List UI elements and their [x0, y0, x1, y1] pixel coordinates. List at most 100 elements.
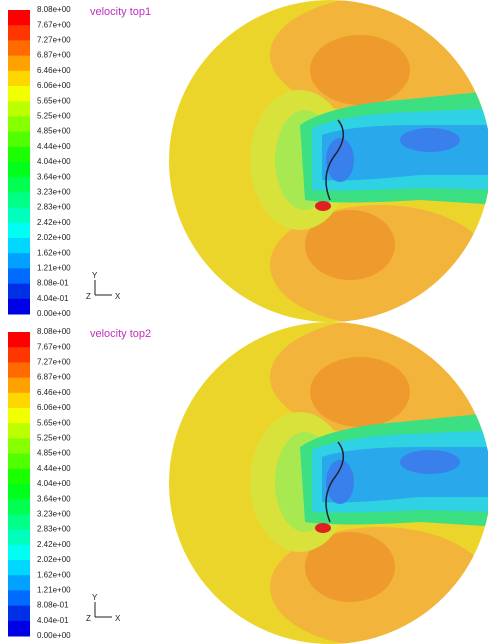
contour-core [400, 128, 460, 152]
colorbar-label: 2.83e+00 [37, 525, 71, 534]
contour-lobe [305, 532, 395, 602]
colorbar-label: 5.25e+00 [37, 112, 71, 121]
body-outline [325, 119, 344, 201]
colorbar-label: 2.42e+00 [37, 540, 71, 549]
colorbar-label: 5.65e+00 [37, 96, 71, 105]
colorbar-band [8, 131, 30, 148]
axis-label: Y [92, 593, 98, 602]
colorbar-label: 4.44e+00 [37, 142, 71, 151]
colorbar-label: 6.87e+00 [37, 51, 71, 60]
contour-lobe [310, 35, 410, 105]
colorbar-band [8, 484, 30, 500]
contour-field [169, 0, 488, 322]
contour-core [400, 450, 460, 474]
colorbar-label: 4.04e-01 [37, 616, 69, 625]
colorbar-band [8, 268, 30, 285]
axis-label: Z [86, 292, 91, 301]
colorbar-band [8, 207, 30, 224]
colorbar-label: 4.04e-01 [37, 294, 69, 303]
panel: 8.08e+00 7.67e+00 7.27e+00 6.87e+00 6.46e+00… [8, 322, 488, 644]
contour-core [326, 460, 354, 504]
colorbar-band [8, 192, 30, 209]
colorbar-label: 2.83e+00 [37, 203, 71, 212]
colorbar-label: 7.27e+00 [37, 36, 71, 45]
colorbar-label: 1.21e+00 [37, 586, 71, 595]
colorbar-band [8, 408, 30, 424]
colorbar-label: 8.08e-01 [37, 601, 69, 610]
colorbar-band [8, 238, 30, 254]
colorbar-label: 3.64e+00 [37, 172, 71, 181]
colorbar-band [8, 40, 30, 57]
colorbar-label: 1.21e+00 [37, 264, 71, 273]
colorbar-label: 8.08e+00 [37, 5, 71, 14]
colorbar-label: 2.42e+00 [37, 218, 71, 227]
colorbar-label: 3.23e+00 [37, 510, 71, 519]
colorbar-label: 0.00e+00 [37, 631, 71, 640]
colorbar-label: 8.08e+00 [37, 327, 71, 336]
colorbar-label: 4.85e+00 [37, 127, 71, 136]
colorbar-band [8, 86, 30, 102]
contour-lobe [310, 357, 410, 427]
colorbar-band [8, 590, 30, 607]
colorbar-band [8, 70, 30, 87]
axis-label: X [115, 614, 121, 623]
colorbar-label: 2.02e+00 [37, 233, 71, 242]
colorbar-band [8, 499, 30, 515]
colorbar-band [8, 438, 30, 455]
panel-title: velocity top2 [90, 328, 151, 340]
colorbar-band [8, 362, 30, 379]
axis-label: X [115, 292, 121, 301]
colorbar-label: 1.62e+00 [37, 248, 71, 257]
colorbar-band [8, 332, 30, 348]
colorbar-label: 7.67e+00 [37, 20, 71, 29]
colorbar-band [8, 177, 30, 193]
colorbar-band [8, 620, 30, 637]
colorbar-label: 7.27e+00 [37, 358, 71, 367]
colorbar-band [8, 146, 30, 163]
colorbar-band [8, 116, 30, 133]
colorbar-band [8, 377, 30, 394]
colorbar-label: 6.87e+00 [37, 373, 71, 382]
colorbar-label: 3.64e+00 [37, 494, 71, 503]
colorbar-band [8, 347, 30, 363]
colorbar-band [8, 222, 30, 239]
axis-label: Z [86, 614, 91, 623]
colorbar-band [8, 529, 30, 546]
contour-core [326, 138, 354, 182]
contour-field [169, 322, 488, 644]
colorbar-band [8, 423, 30, 439]
contour-lobe [305, 210, 395, 280]
colorbar-band [8, 162, 30, 178]
axis-label: Y [92, 271, 98, 280]
colorbar-band [8, 468, 30, 485]
contour-hot [315, 523, 331, 533]
colorbar-label: 6.46e+00 [37, 66, 71, 75]
colorbar-label: 1.62e+00 [37, 570, 71, 579]
colorbar-label: 3.23e+00 [37, 188, 71, 197]
colorbar-band [8, 253, 30, 269]
colorbar-band [8, 605, 30, 622]
colorbar-label: 5.25e+00 [37, 434, 71, 443]
colorbar-label: 6.06e+00 [37, 403, 71, 412]
contour-hot [315, 201, 331, 211]
colorbar-label: 8.08e-01 [37, 279, 69, 288]
colorbar-band [8, 101, 30, 117]
colorbar-label: 0.00e+00 [37, 309, 71, 318]
colorbar-label: 2.02e+00 [37, 555, 71, 564]
colorbar-band [8, 25, 30, 41]
colorbar-label: 4.44e+00 [37, 464, 71, 473]
colorbar-band [8, 514, 30, 531]
colorbar-band [8, 575, 30, 591]
colorbar-band [8, 283, 30, 300]
colorbar-band [8, 453, 30, 470]
panel-title: velocity top1 [90, 6, 151, 18]
colorbar-band [8, 55, 30, 72]
colorbar-band [8, 10, 30, 26]
colorbar-label: 6.06e+00 [37, 81, 71, 90]
panel: 8.08e+00 7.67e+00 7.27e+00 6.87e+00 6.46e+00… [8, 0, 488, 322]
body-outline [325, 441, 344, 523]
colorbar-label: 4.04e+00 [37, 157, 71, 166]
colorbar-band [8, 298, 30, 315]
colorbar-band [8, 560, 30, 576]
